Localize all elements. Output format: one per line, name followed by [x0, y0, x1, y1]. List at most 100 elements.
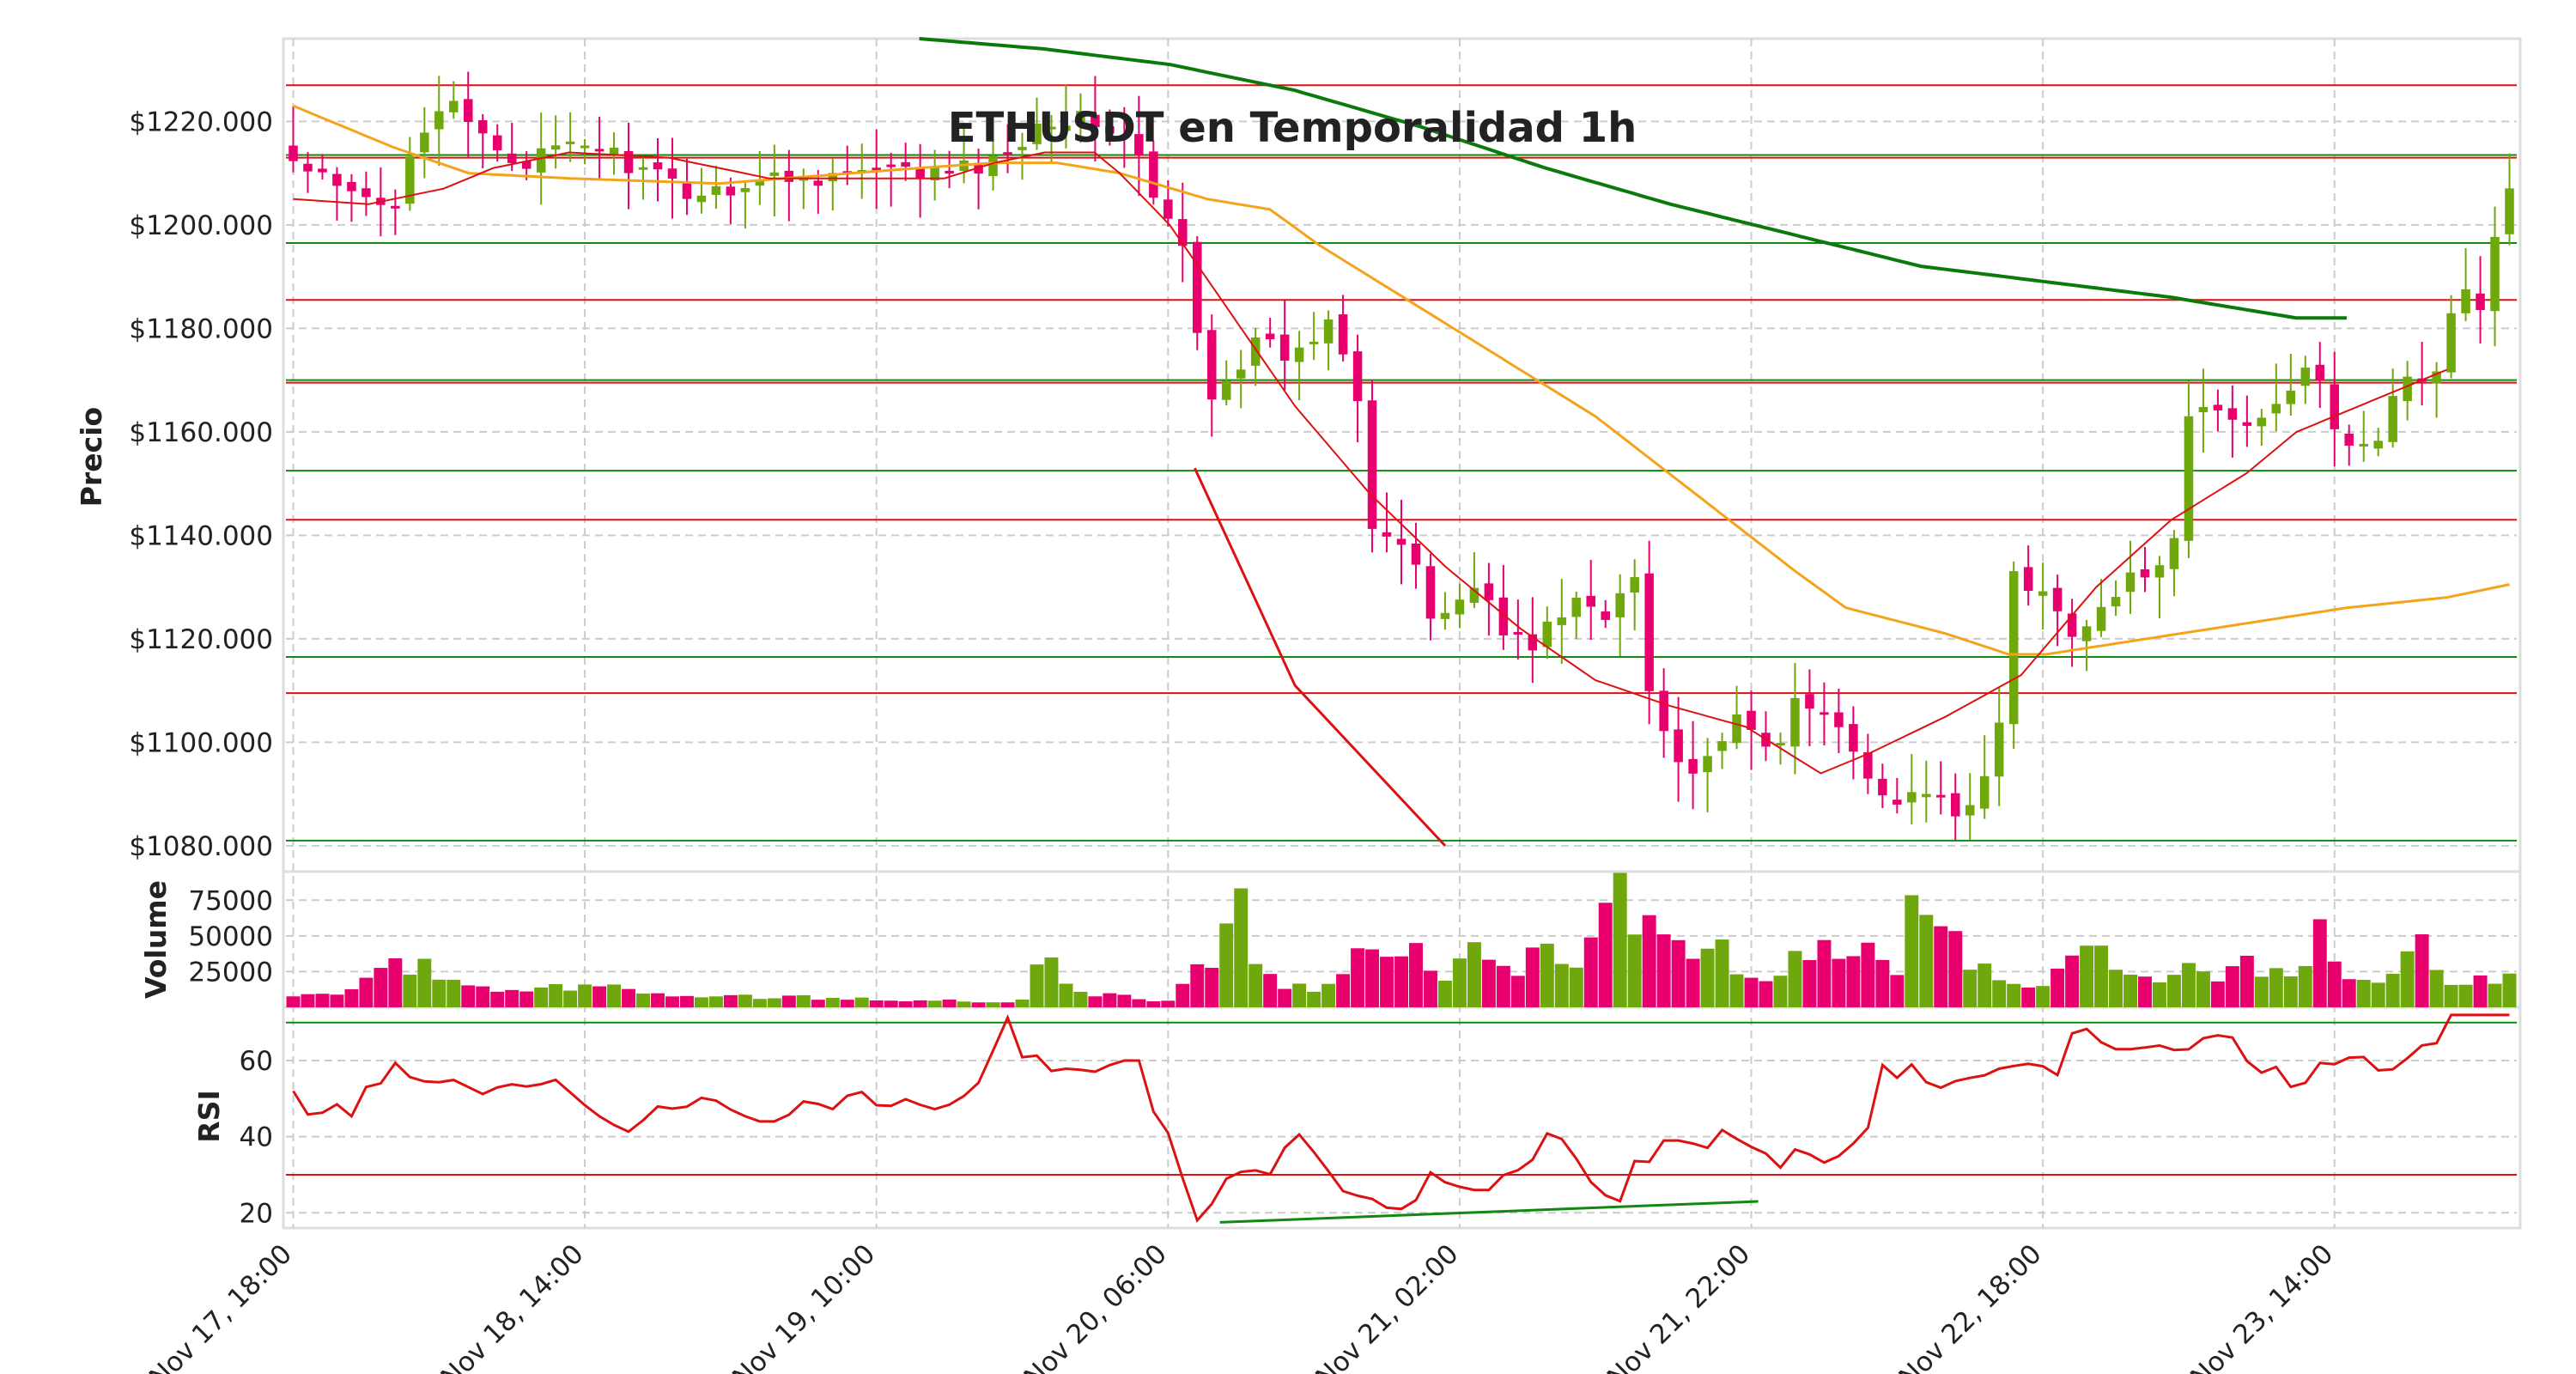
candle-body: [1193, 241, 1202, 333]
volume-bar: [1525, 947, 1540, 1007]
volume-bar: [461, 985, 476, 1007]
candle-body: [1893, 799, 1902, 805]
candle-body: [391, 205, 400, 209]
volume-bar: [519, 991, 534, 1007]
candle-body: [1950, 793, 1960, 817]
candle-body: [2388, 396, 2397, 442]
candle-body: [1878, 778, 1887, 796]
volume-bar: [1700, 948, 1715, 1007]
volume-bar: [1992, 980, 2007, 1007]
moving-average-line-red: [293, 151, 2447, 775]
volume-bar: [301, 994, 315, 1007]
volume-bar: [1496, 965, 1510, 1007]
candle-body: [1994, 722, 2004, 777]
volume-bar: [1963, 970, 1978, 1007]
candle-body: [1732, 714, 1741, 744]
candle-body: [1528, 634, 1538, 651]
volume-bar: [2196, 971, 2210, 1007]
volume-bar: [942, 999, 957, 1007]
candle-body: [1922, 793, 1931, 798]
candle-body: [1455, 599, 1465, 615]
candle-body: [638, 167, 648, 170]
candle-body: [1615, 593, 1625, 617]
candle-body: [828, 173, 838, 182]
candle-body: [463, 99, 473, 122]
rsi-panel-frame: [282, 1006, 2522, 1230]
candle-body: [1498, 597, 1509, 635]
candle-body: [332, 173, 342, 186]
candle-body: [2432, 371, 2441, 384]
price-tick-label: $1100.000: [129, 727, 273, 758]
volume-bar: [1642, 915, 1656, 1007]
candle-body: [1382, 532, 1392, 537]
candle-body: [1003, 152, 1012, 155]
candle-body: [1659, 690, 1668, 732]
rsi-line: [292, 1013, 2510, 1224]
volume-bar: [374, 968, 388, 1007]
volume-bars: [286, 872, 2517, 1007]
volume-bar: [1467, 942, 1481, 1007]
rsi-tick-label: 20: [240, 1198, 273, 1229]
volume-bar: [2312, 919, 2327, 1007]
x-tick-label: Nov 21, 02:00: [1309, 1238, 1464, 1374]
price-tick-label: $1080.000: [129, 831, 273, 862]
candle-body: [1834, 712, 1844, 727]
volume-bar: [636, 993, 651, 1007]
price-panel-frame: [282, 37, 2522, 873]
volume-bar: [490, 991, 505, 1007]
volume-bar: [1686, 958, 1700, 1007]
x-tick-label: Nov 22, 18:00: [1893, 1238, 2048, 1374]
volume-bar: [2166, 975, 2181, 1007]
candle-body: [1630, 577, 1639, 593]
price-tick-label: $1180.000: [129, 313, 273, 344]
candle-body: [1221, 380, 1231, 400]
candle-body: [1236, 369, 1246, 379]
price-tick-label: $1140.000: [129, 520, 273, 551]
volume-bar: [1176, 983, 1190, 1007]
x-tick-label: Nov 18, 14:00: [435, 1238, 590, 1374]
candle-body: [2403, 376, 2412, 402]
volume-bar: [1278, 988, 1292, 1007]
volume-bar: [330, 994, 344, 1007]
candle-body: [667, 168, 677, 179]
candle-body: [1178, 219, 1188, 246]
price-divergence-line: [1194, 467, 1447, 847]
volume-bar: [1000, 1002, 1015, 1007]
volume-bar: [1146, 1000, 1161, 1007]
volume-bar: [1759, 981, 1773, 1007]
candle-body: [1294, 347, 1304, 362]
candle-body: [1542, 621, 1552, 647]
candle-body: [434, 111, 444, 130]
candle-body: [930, 166, 939, 181]
candle-body: [2052, 587, 2063, 611]
price-tick-label: $1120.000: [129, 624, 273, 655]
volume-bar: [2342, 979, 2356, 1007]
candle-body: [1717, 741, 1727, 751]
volume-bar: [447, 979, 461, 1007]
candle-body: [2154, 565, 2165, 578]
candle-body: [1936, 794, 1946, 798]
candle-body: [915, 168, 925, 179]
volume-bar: [1205, 968, 1219, 1007]
rsi-divergence-line: [1219, 1200, 1759, 1224]
candle-body: [1571, 598, 1582, 617]
volume-bar: [2239, 955, 2254, 1007]
candle-body: [1820, 712, 1829, 715]
volume-bar: [694, 997, 708, 1007]
divergence-lines: [1194, 467, 1759, 1224]
candle-body: [2169, 538, 2179, 569]
candle-body: [2242, 422, 2252, 426]
candle-body: [1309, 341, 1319, 344]
volume-bar: [286, 996, 301, 1007]
candle-body: [361, 188, 371, 198]
candle-body: [711, 185, 721, 195]
volume-tick-label: 25000: [188, 957, 273, 988]
volume-bar: [2080, 945, 2094, 1007]
volume-bar: [854, 997, 869, 1007]
candle-body: [1688, 758, 1698, 774]
candle-body: [521, 161, 532, 169]
candle-body: [755, 179, 765, 186]
volume-bar: [2356, 980, 2371, 1007]
candle-body: [1849, 724, 1858, 752]
support-resistance-lines: [286, 84, 2517, 1176]
